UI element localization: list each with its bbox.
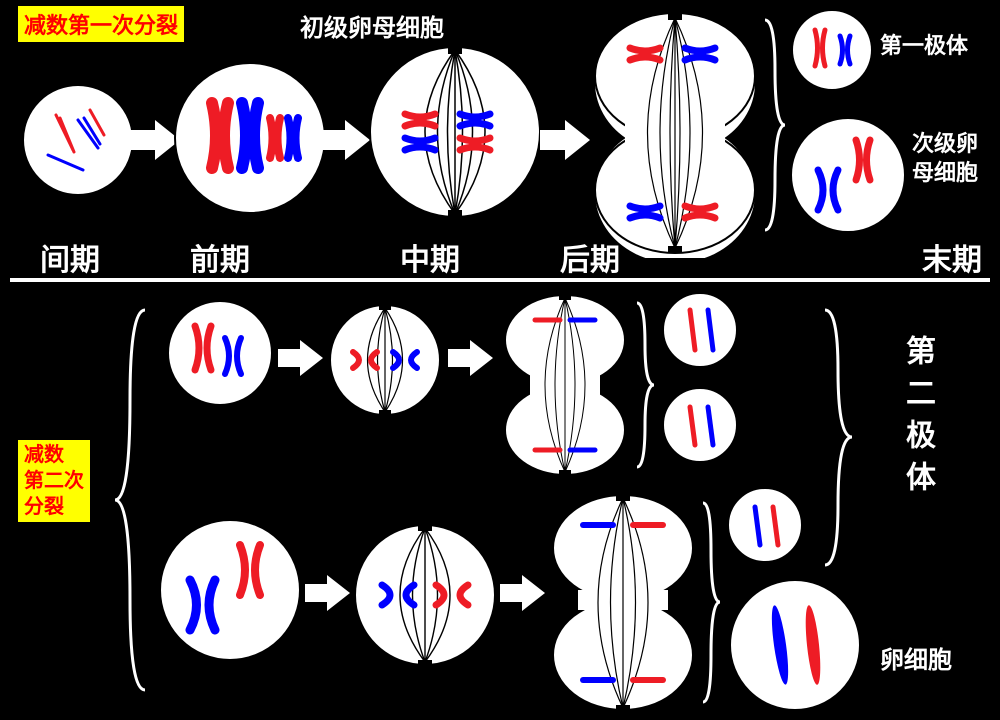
cell-interphase bbox=[18, 80, 138, 205]
arrow-icon bbox=[305, 575, 350, 611]
cell-ootid bbox=[725, 575, 865, 720]
secondary-oocyte-label: 次级卵 母细胞 bbox=[912, 130, 978, 187]
phase-anaphase: 后期 bbox=[560, 235, 620, 279]
cell-m2-bottom-metaphase bbox=[350, 520, 500, 675]
arrow-icon bbox=[278, 340, 323, 376]
brace-icon bbox=[698, 495, 723, 710]
cell-polar-body-result-3 bbox=[725, 485, 805, 570]
ootid-label: 卵细胞 bbox=[880, 640, 952, 675]
cell-m2-top-anaphase bbox=[500, 290, 630, 485]
cell-m2-bottom-anaphase bbox=[548, 490, 698, 720]
arrow-icon bbox=[448, 340, 493, 376]
cell-anaphase1 bbox=[590, 8, 760, 263]
primary-oocyte-label: 初级卵母细胞 bbox=[300, 8, 444, 43]
cell-polar-body-result-2 bbox=[660, 385, 740, 470]
arrow-icon bbox=[500, 575, 545, 611]
divider-line bbox=[10, 278, 990, 282]
brace-icon bbox=[820, 300, 860, 575]
phase-metaphase: 中期 bbox=[400, 235, 460, 279]
cell-polar-body-result-1 bbox=[660, 290, 740, 375]
brace-icon bbox=[632, 295, 657, 475]
meiosis1-tag: 减数第一次分裂 bbox=[18, 6, 184, 42]
brace-icon bbox=[760, 10, 790, 240]
first-polar-body-label: 第一极体 bbox=[880, 28, 968, 60]
cell-metaphase1 bbox=[365, 42, 545, 227]
phase-prophase: 前期 bbox=[190, 235, 250, 279]
second-polar-body-label: 第二极体 bbox=[895, 335, 939, 503]
cell-prophase bbox=[170, 58, 330, 223]
cell-secondary-oocyte-1 bbox=[788, 115, 908, 240]
phase-telophase: 末期 bbox=[922, 235, 982, 279]
arrow-icon bbox=[540, 120, 590, 160]
cell-m2-top-metaphase bbox=[325, 300, 445, 425]
meiosis2-tag: 减数 第二次 分裂 bbox=[18, 440, 90, 522]
cell-m2-top-prophase bbox=[165, 298, 275, 413]
cell-first-polar-body bbox=[790, 8, 875, 98]
phase-interphase: 间期 bbox=[40, 235, 100, 279]
cell-m2-bottom-prophase bbox=[155, 515, 305, 670]
brace-icon bbox=[110, 300, 150, 700]
arrow-icon bbox=[320, 120, 370, 160]
